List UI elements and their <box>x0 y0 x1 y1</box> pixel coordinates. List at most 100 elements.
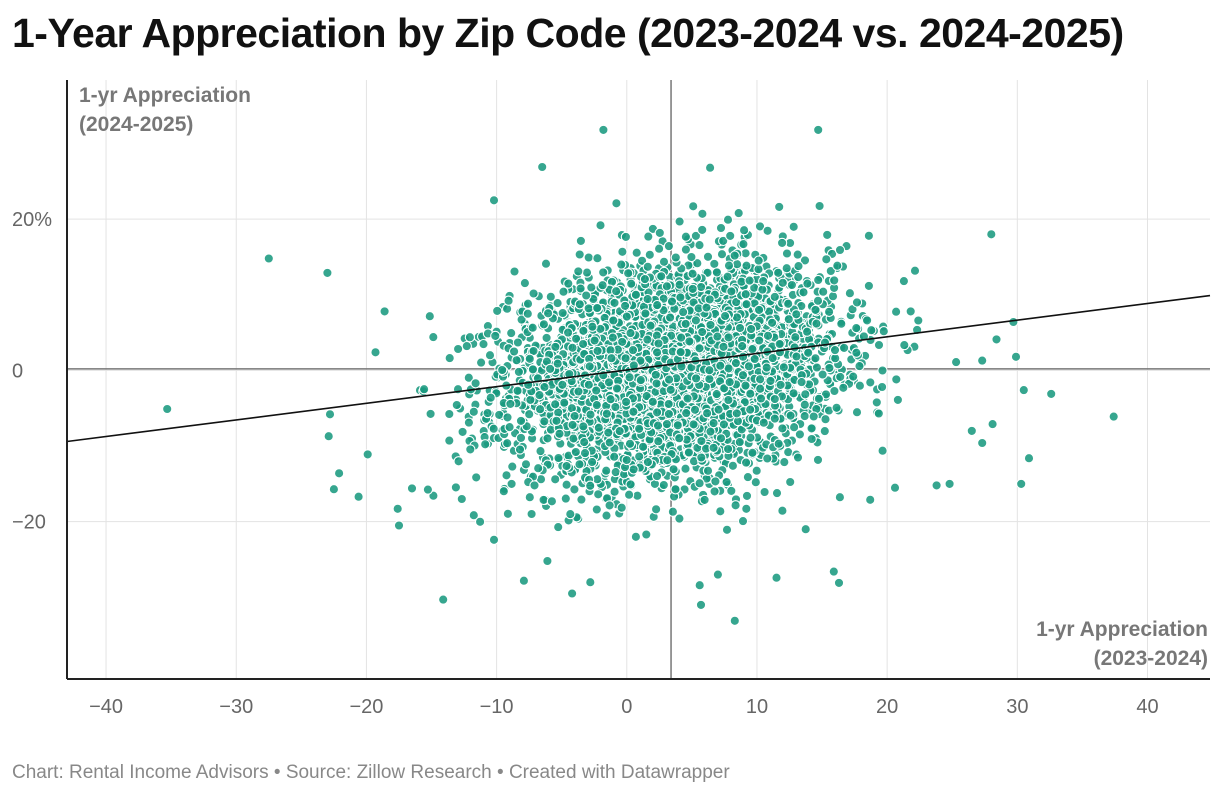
data-point <box>817 369 828 380</box>
data-point <box>799 410 810 422</box>
data-point <box>811 362 823 373</box>
data-point <box>827 291 839 302</box>
data-point <box>620 231 632 243</box>
data-point <box>323 431 334 442</box>
data-point <box>569 410 580 422</box>
data-point <box>741 260 752 271</box>
data-point <box>699 494 710 506</box>
data-point <box>785 476 796 488</box>
data-point <box>820 414 831 425</box>
data-point <box>779 456 790 468</box>
data-point <box>737 515 749 527</box>
data-point <box>754 221 766 232</box>
data-point <box>680 244 692 255</box>
data-point <box>628 464 639 475</box>
data-point <box>591 504 602 515</box>
data-point <box>538 319 550 330</box>
data-point <box>680 231 692 242</box>
data-point <box>661 418 673 430</box>
data-point <box>512 385 523 396</box>
data-point <box>611 383 623 394</box>
data-point <box>814 200 825 212</box>
data-point <box>642 334 653 345</box>
data-point <box>581 267 593 278</box>
data-point <box>611 286 622 297</box>
data-point <box>802 278 813 289</box>
data-point <box>682 393 693 404</box>
data-point <box>484 350 496 361</box>
data-point <box>742 471 754 483</box>
data-point <box>690 315 702 326</box>
data-point <box>534 389 545 401</box>
data-point <box>444 352 455 364</box>
data-point <box>991 334 1002 345</box>
data-point <box>851 407 863 418</box>
data-point <box>581 290 592 301</box>
data-point <box>718 235 729 247</box>
data-point <box>516 314 527 325</box>
data-point <box>674 513 685 524</box>
data-point <box>606 353 617 364</box>
data-point <box>810 304 821 316</box>
data-point <box>1108 411 1119 422</box>
data-point <box>713 404 724 415</box>
data-point <box>598 124 609 136</box>
data-point <box>664 312 676 323</box>
data-point <box>650 369 661 381</box>
data-point <box>799 399 810 410</box>
data-point <box>574 299 585 310</box>
data-point <box>654 227 665 239</box>
chart-title: 1-Year Appreciation by Zip Code (2023-20… <box>12 10 1124 56</box>
data-point <box>865 494 876 505</box>
data-point <box>738 238 749 250</box>
x-tick-label: 30 <box>1006 696 1028 718</box>
data-point <box>723 332 734 343</box>
data-point <box>578 325 589 336</box>
data-point <box>670 484 681 495</box>
data-point <box>680 318 691 330</box>
data-point <box>463 372 474 383</box>
data-point <box>506 327 517 339</box>
data-point <box>754 374 766 385</box>
data-point <box>553 521 564 533</box>
data-point <box>552 297 563 309</box>
data-point <box>783 314 794 325</box>
data-point <box>551 415 562 426</box>
data-point <box>608 315 619 326</box>
data-point <box>542 433 553 444</box>
data-point <box>899 339 910 351</box>
data-point <box>704 294 715 305</box>
data-point <box>769 393 780 405</box>
data-point <box>986 229 997 240</box>
data-point <box>621 311 632 322</box>
data-point <box>525 394 536 406</box>
data-point <box>773 438 784 449</box>
data-point <box>490 330 501 342</box>
data-point <box>730 357 742 369</box>
data-point <box>601 465 612 476</box>
data-point <box>468 406 479 417</box>
data-point <box>794 429 806 440</box>
data-point <box>550 399 561 410</box>
data-point <box>744 275 755 286</box>
data-point <box>734 436 745 448</box>
data-point <box>526 508 537 520</box>
data-point <box>527 364 539 375</box>
data-point <box>708 417 719 429</box>
data-point <box>569 484 580 495</box>
data-point <box>505 398 516 410</box>
data-point <box>738 225 750 236</box>
data-point <box>726 286 737 297</box>
data-point <box>565 508 576 520</box>
axes <box>66 80 1210 680</box>
data-point <box>603 377 615 388</box>
data-point <box>701 408 713 419</box>
data-point <box>453 456 464 467</box>
data-point <box>1008 316 1019 328</box>
data-point <box>793 260 804 272</box>
data-point <box>708 442 719 453</box>
data-point <box>621 454 632 466</box>
data-point <box>863 230 875 241</box>
data-point <box>723 260 735 271</box>
data-point <box>834 492 846 503</box>
